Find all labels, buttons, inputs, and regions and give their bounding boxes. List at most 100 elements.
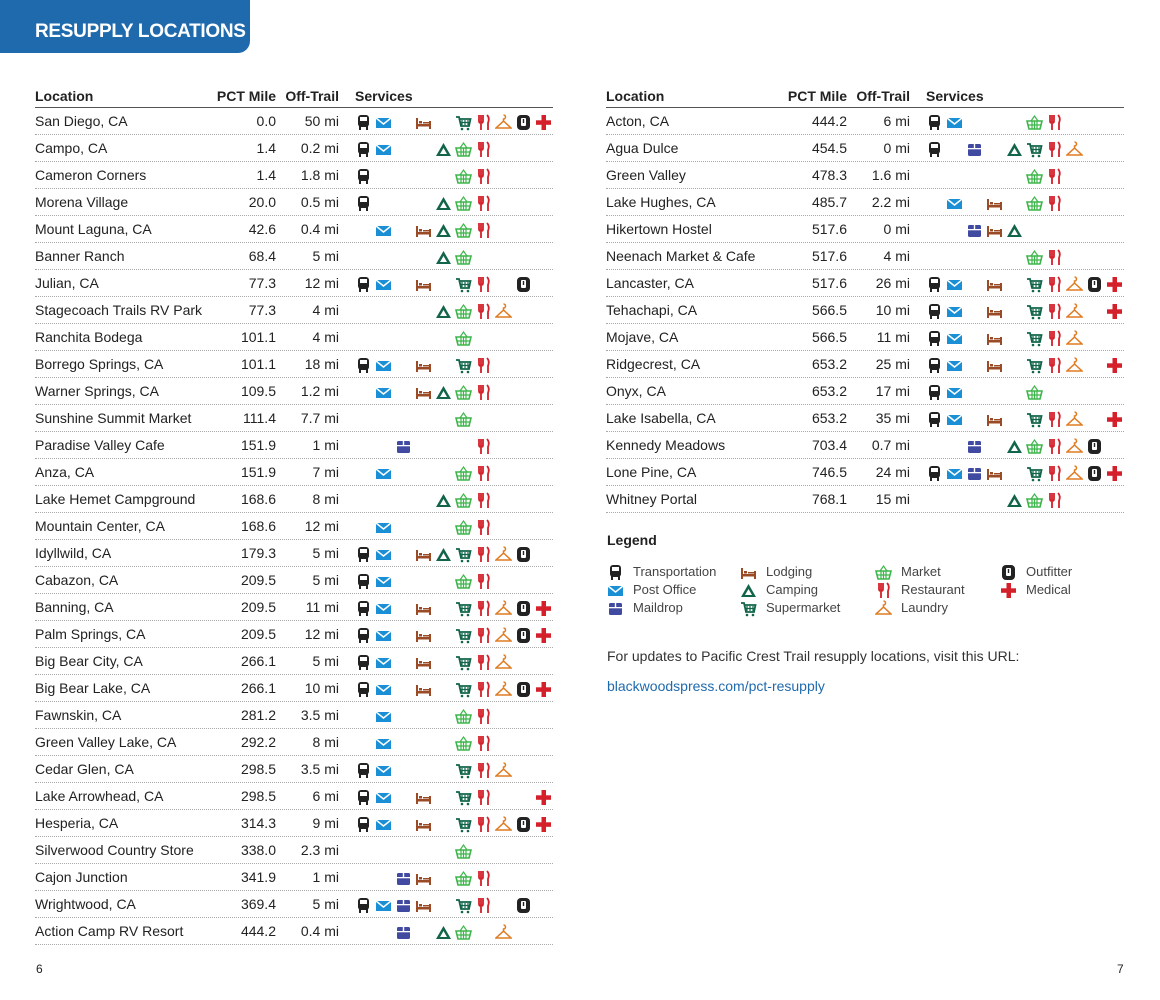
off-trail-distance: 4 mi	[883, 248, 910, 264]
table-row: Banner Ranch 68.4 5 mi	[35, 243, 553, 270]
bus-icon	[355, 167, 372, 184]
envelope-icon	[946, 113, 963, 130]
basket-icon	[454, 572, 473, 589]
table-row: Cedar Glen, CA 298.5 3.5 mi	[35, 756, 553, 783]
envelope-icon	[375, 113, 392, 130]
envelope-icon	[375, 275, 392, 292]
cart-icon	[455, 113, 472, 131]
fork-knife-icon	[475, 869, 492, 886]
legend-label: Lodging	[766, 564, 813, 579]
pct-mile: 179.3	[240, 545, 276, 561]
pct-mile: 101.1	[240, 329, 276, 345]
table-row: Cajon Junction 341.9 1 mi	[35, 864, 553, 891]
tent-icon	[1006, 437, 1023, 454]
header-location: Location	[606, 88, 665, 104]
services-icons	[926, 140, 1126, 158]
fork-knife-icon	[475, 464, 492, 481]
resupply-table-left: Location PCT Mile Off-Trail Services San…	[35, 86, 553, 945]
resupply-url-link[interactable]: blackwoodspress.com/pct-resupply	[607, 678, 825, 694]
fork-knife-icon	[475, 221, 492, 238]
off-trail-distance: 1 mi	[312, 869, 339, 885]
pct-mile: 746.5	[811, 464, 847, 480]
cart-icon	[1026, 302, 1043, 320]
cart-icon	[455, 896, 472, 914]
cart-icon	[455, 815, 472, 833]
services-icons	[355, 194, 555, 211]
hanger-icon	[1065, 410, 1084, 427]
bus-icon	[926, 356, 943, 373]
fork-knife-icon	[475, 275, 492, 292]
fork-knife-icon	[475, 167, 492, 184]
package-icon	[395, 923, 412, 940]
off-trail-distance: 7 mi	[312, 464, 339, 480]
pct-mile: 77.3	[248, 302, 276, 318]
off-trail-distance: 1.6 mi	[871, 167, 910, 183]
bed-icon	[415, 221, 432, 238]
fork-knife-icon	[475, 761, 492, 778]
pct-mile: 0.0	[256, 113, 276, 129]
services-icons	[355, 788, 555, 806]
pct-mile: 109.5	[240, 383, 276, 399]
bus-icon	[355, 896, 372, 913]
hanger-icon	[1065, 302, 1084, 319]
table-row: Morena Village 20.0 0.5 mi	[35, 189, 553, 216]
fork-knife-icon	[475, 734, 492, 751]
location-name: San Diego, CA	[35, 113, 128, 129]
fork-knife-icon	[1046, 329, 1063, 346]
package-icon	[395, 869, 412, 886]
location-name: Warner Springs, CA	[35, 383, 159, 399]
off-trail-distance: 10 mi	[304, 680, 339, 696]
backpack-icon	[1000, 564, 1017, 581]
basket-icon	[1025, 113, 1044, 130]
table-row: Stagecoach Trails RV Park 77.3 4 mi	[35, 297, 553, 324]
table-header: Location PCT Mile Off-Trail Services	[606, 86, 1124, 108]
table-row: Paradise Valley Cafe 151.9 1 mi	[35, 432, 553, 459]
pct-mile: 653.2	[811, 356, 847, 372]
location-name: Palm Springs, CA	[35, 626, 146, 642]
services-icons	[355, 302, 555, 319]
cart-icon	[1026, 356, 1043, 374]
fork-knife-icon	[1046, 140, 1063, 157]
bed-icon	[415, 896, 432, 913]
off-trail-distance: 3.5 mi	[300, 707, 339, 723]
bed-icon	[415, 275, 432, 292]
hanger-icon	[1065, 464, 1084, 481]
bus-icon	[926, 275, 943, 292]
pct-mile: 338.0	[240, 842, 276, 858]
fork-knife-icon	[475, 518, 492, 535]
bus-icon	[926, 410, 943, 427]
pct-mile: 209.5	[240, 572, 276, 588]
tent-icon	[435, 491, 452, 508]
cart-icon	[455, 626, 472, 644]
envelope-icon	[375, 761, 392, 778]
cart-icon	[455, 761, 472, 779]
fork-knife-icon	[475, 788, 492, 805]
tent-icon	[435, 302, 452, 319]
location-name: Banner Ranch	[35, 248, 125, 264]
services-icons	[355, 275, 555, 293]
fork-knife-icon	[1046, 302, 1063, 319]
fork-knife-icon	[475, 302, 492, 319]
location-name: Lake Hemet Campground	[35, 491, 196, 507]
bus-icon	[926, 140, 943, 157]
basket-icon	[1025, 194, 1044, 211]
table-row: Hikertown Hostel 517.6 0 mi	[606, 216, 1124, 243]
envelope-icon	[946, 383, 963, 400]
fork-knife-icon	[1046, 491, 1063, 508]
table-row: Mount Laguna, CA 42.6 0.4 mi	[35, 216, 553, 243]
location-name: Cajon Junction	[35, 869, 128, 885]
medical-cross-icon	[1000, 582, 1017, 599]
tent-icon	[435, 545, 452, 562]
fork-knife-icon	[475, 437, 492, 454]
off-trail-distance: 5 mi	[312, 896, 339, 912]
bed-icon	[415, 653, 432, 670]
off-trail-distance: 18 mi	[304, 356, 339, 372]
bus-icon	[355, 356, 372, 373]
table-row: Onyx, CA 653.2 17 mi	[606, 378, 1124, 405]
medical-cross-icon	[535, 626, 552, 643]
off-trail-distance: 8 mi	[312, 491, 339, 507]
services-icons	[926, 275, 1126, 293]
fork-knife-icon	[475, 194, 492, 211]
envelope-icon	[946, 302, 963, 319]
services-icons	[355, 572, 555, 589]
